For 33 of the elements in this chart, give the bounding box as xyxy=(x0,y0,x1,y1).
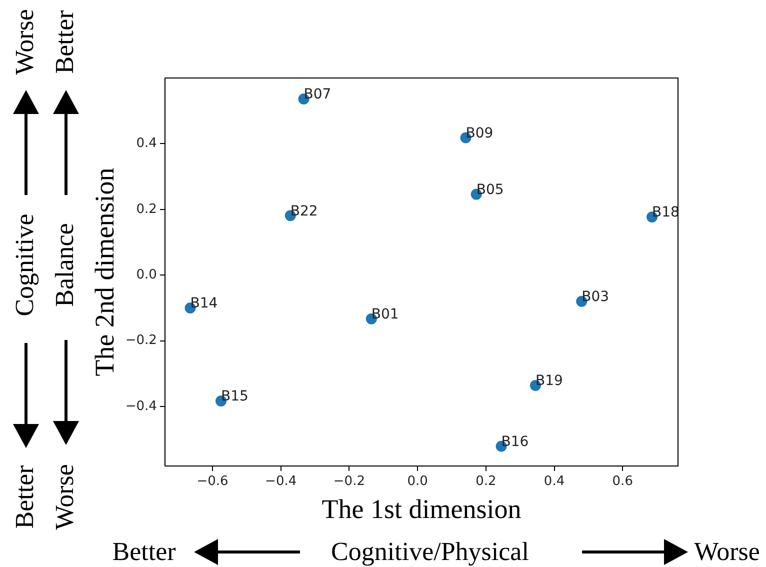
text: Cognitive/Physical xyxy=(331,537,529,566)
y-tick-label: −0.4 xyxy=(125,398,157,414)
data-label: B15 xyxy=(221,388,248,405)
data-label: B19 xyxy=(535,373,563,390)
y-tick-label: 0.2 xyxy=(136,202,157,217)
x-tick-label: 0.2 xyxy=(476,474,496,490)
text: Balance xyxy=(50,223,79,307)
text: Cognitive xyxy=(10,214,39,316)
y-tick-label: 0.0 xyxy=(136,267,157,282)
x-tick-label: 0.4 xyxy=(544,474,565,490)
data-label: B22 xyxy=(290,203,318,220)
text: Worse xyxy=(50,464,79,530)
data-label: B05 xyxy=(476,182,504,198)
data-label: B16 xyxy=(501,434,529,450)
data-label: B07 xyxy=(304,86,332,103)
data-label: B03 xyxy=(582,289,610,306)
x-tick-label: 0.6 xyxy=(612,474,633,490)
text: Better xyxy=(50,10,79,74)
x-tick-label: −0.6 xyxy=(196,474,228,490)
x-tick-label: −0.2 xyxy=(333,474,365,490)
y-tick-label: −0.2 xyxy=(125,333,157,348)
text: Better xyxy=(112,537,176,566)
x-axis-title: The 1st dimension xyxy=(322,494,522,524)
x-tick-label: −0.4 xyxy=(265,474,297,490)
text: Better xyxy=(10,465,39,529)
x-tick-label: 0.0 xyxy=(407,474,428,490)
text: Worse xyxy=(694,537,760,566)
text: Worse xyxy=(10,9,39,75)
data-label: B01 xyxy=(371,306,399,322)
data-label: B14 xyxy=(190,296,218,312)
data-label: B09 xyxy=(466,125,494,142)
y-axis-title: The 2nd dimension xyxy=(89,167,120,376)
y-tick-label: 0.4 xyxy=(136,136,157,152)
